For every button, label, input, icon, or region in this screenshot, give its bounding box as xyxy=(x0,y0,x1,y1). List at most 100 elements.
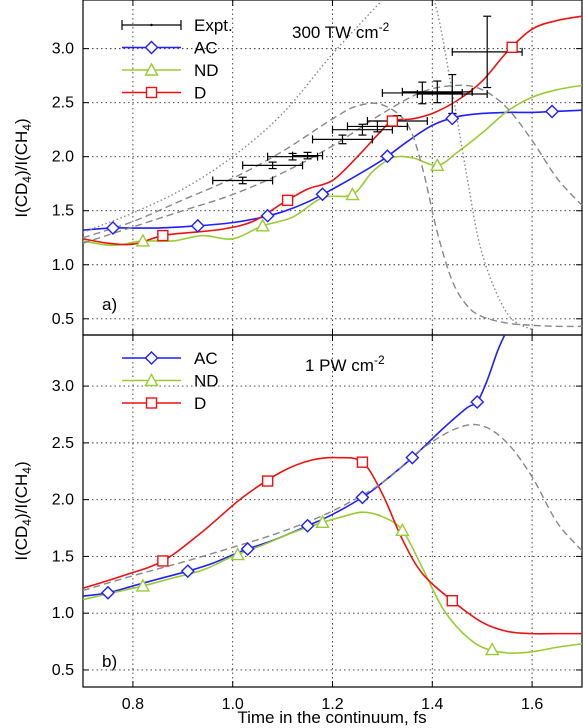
y-axis-label-b: I(CD4)/I(CH4) xyxy=(12,461,34,560)
data-point-nd xyxy=(395,522,410,537)
legend-label: ND xyxy=(194,372,219,391)
data-point-nd xyxy=(135,578,151,592)
legend-swatch-marker xyxy=(145,397,158,409)
ticks-b: 0.8 1.0 1.2 1.4 1.6 0.5 1.0 1.5 2.0 2.5 3.0 xyxy=(52,335,582,713)
legend-swatch-marker xyxy=(144,373,159,387)
data-point-ac xyxy=(260,208,275,223)
y-tick-label: 3.0 xyxy=(52,41,74,58)
data-point-ac xyxy=(380,149,395,164)
legend-label: ND xyxy=(194,61,219,80)
series-line-nd xyxy=(83,511,583,655)
data-point-d xyxy=(157,555,169,567)
x-tick-label: 1.6 xyxy=(521,696,543,713)
annotation-a: 300 TW cm-2 xyxy=(292,20,390,42)
panel-b: 0.8 1.0 1.2 1.4 1.60.51.01.52.02.53.0 ACNDD … xyxy=(52,334,583,713)
panel-label-b: b) xyxy=(102,652,117,671)
data-point-nd xyxy=(485,642,500,656)
legend-label: D xyxy=(194,394,206,413)
legend-b: AC ND D xyxy=(122,349,219,413)
data-point-ac xyxy=(180,564,195,579)
legend-swatch-marker xyxy=(144,351,159,365)
y-tick-label: 2.5 xyxy=(52,95,74,112)
annotation-b: 1 PW cm-2 xyxy=(305,353,385,375)
legend-label: Expt. xyxy=(194,16,233,35)
legend-swatch-marker xyxy=(144,40,159,55)
data-point-ac xyxy=(355,490,370,505)
data-point-nd xyxy=(230,547,245,561)
data-point-ac xyxy=(545,104,560,119)
expt-point xyxy=(291,151,324,160)
y-tick-label: 0.5 xyxy=(52,311,74,328)
legend-item-ac: AC xyxy=(122,349,218,368)
expt-point xyxy=(242,161,304,170)
data-point-d xyxy=(506,41,518,54)
series-line-d xyxy=(83,15,583,246)
data-point-d xyxy=(261,475,274,487)
y-tick-label: 0.5 xyxy=(52,662,74,679)
expt-point xyxy=(331,123,393,136)
y-tick-label: 1.5 xyxy=(52,203,74,220)
data-point-ac xyxy=(445,111,460,126)
data-point-nd xyxy=(135,233,151,247)
errorbars-layer-a xyxy=(212,15,523,185)
expt-point xyxy=(401,80,473,104)
y-tick-label: 2.5 xyxy=(52,435,74,452)
y-axis-label-a: I(CD4)/I(CH4) xyxy=(12,118,34,217)
data-point-ac xyxy=(405,450,420,465)
ticks-a: 0.5 1.0 1.5 2.0 2.5 3.0 xyxy=(52,0,582,335)
data-point-nd xyxy=(255,218,270,232)
panel-a: 0.5 1.0 1.5 2.0 2.5 3.0 Expt. AC ND D 300 TW cm-… xyxy=(52,0,583,336)
data-point-ac xyxy=(190,218,205,233)
data-point-ac xyxy=(240,542,255,557)
series-line-nd xyxy=(83,84,583,247)
expt-point xyxy=(416,73,488,115)
x-axis-label: Time in the continuum, fs xyxy=(237,708,426,727)
legend-label: AC xyxy=(194,39,218,58)
data-point-ac xyxy=(105,221,120,236)
legend-label: AC xyxy=(194,349,218,368)
markers-layer-a xyxy=(105,41,560,247)
legend-item-expt: Expt. xyxy=(121,16,233,35)
grid-b xyxy=(83,335,582,687)
data-point-d xyxy=(281,194,294,207)
legend-item-d: D xyxy=(122,394,206,413)
x-tick-label: 1.4 xyxy=(421,696,443,713)
x-tick-label: 1.0 xyxy=(222,696,244,713)
data-point-ac xyxy=(300,518,315,533)
legend-label: D xyxy=(194,84,206,103)
data-point-ac xyxy=(100,585,115,600)
legend-item-d: D xyxy=(122,84,206,103)
data-point-nd xyxy=(430,157,445,172)
markers-layer-b xyxy=(100,395,500,656)
data-point-d xyxy=(446,595,458,607)
x-tick-label: 1.2 xyxy=(321,696,343,713)
theory-curve-dashed xyxy=(83,102,583,328)
data-point-d xyxy=(157,229,169,242)
expt-point xyxy=(381,81,463,105)
data-point-nd xyxy=(315,514,330,529)
y-tick-label: 3.0 xyxy=(52,378,74,395)
series-line-d xyxy=(83,456,582,635)
data-point-ac xyxy=(470,395,485,409)
data-point-d xyxy=(386,115,399,127)
data-point-nd xyxy=(345,187,360,201)
expt-point xyxy=(311,134,374,145)
theory-curve-dotted xyxy=(83,0,533,331)
theory-curve-dashed xyxy=(83,84,583,244)
y-tick-label: 1.0 xyxy=(52,257,74,274)
legend-item-ac: AC xyxy=(122,39,218,58)
legend-swatch-marker xyxy=(144,62,159,76)
legend-item-nd: ND xyxy=(122,61,219,80)
y-tick-label: 2.0 xyxy=(52,149,74,166)
y-tick-label: 2.0 xyxy=(52,492,74,509)
expt-point xyxy=(212,176,274,185)
y-tick-label: 1.5 xyxy=(52,548,74,565)
legend-swatch-dot xyxy=(150,23,153,27)
legend-item-nd: ND xyxy=(122,372,219,391)
data-point-d xyxy=(356,456,369,468)
y-tick-label: 1.0 xyxy=(52,605,74,622)
x-tick-label: 0.8 xyxy=(122,696,144,713)
data-point-ac xyxy=(315,187,330,202)
panel-label-a: a) xyxy=(102,295,117,314)
